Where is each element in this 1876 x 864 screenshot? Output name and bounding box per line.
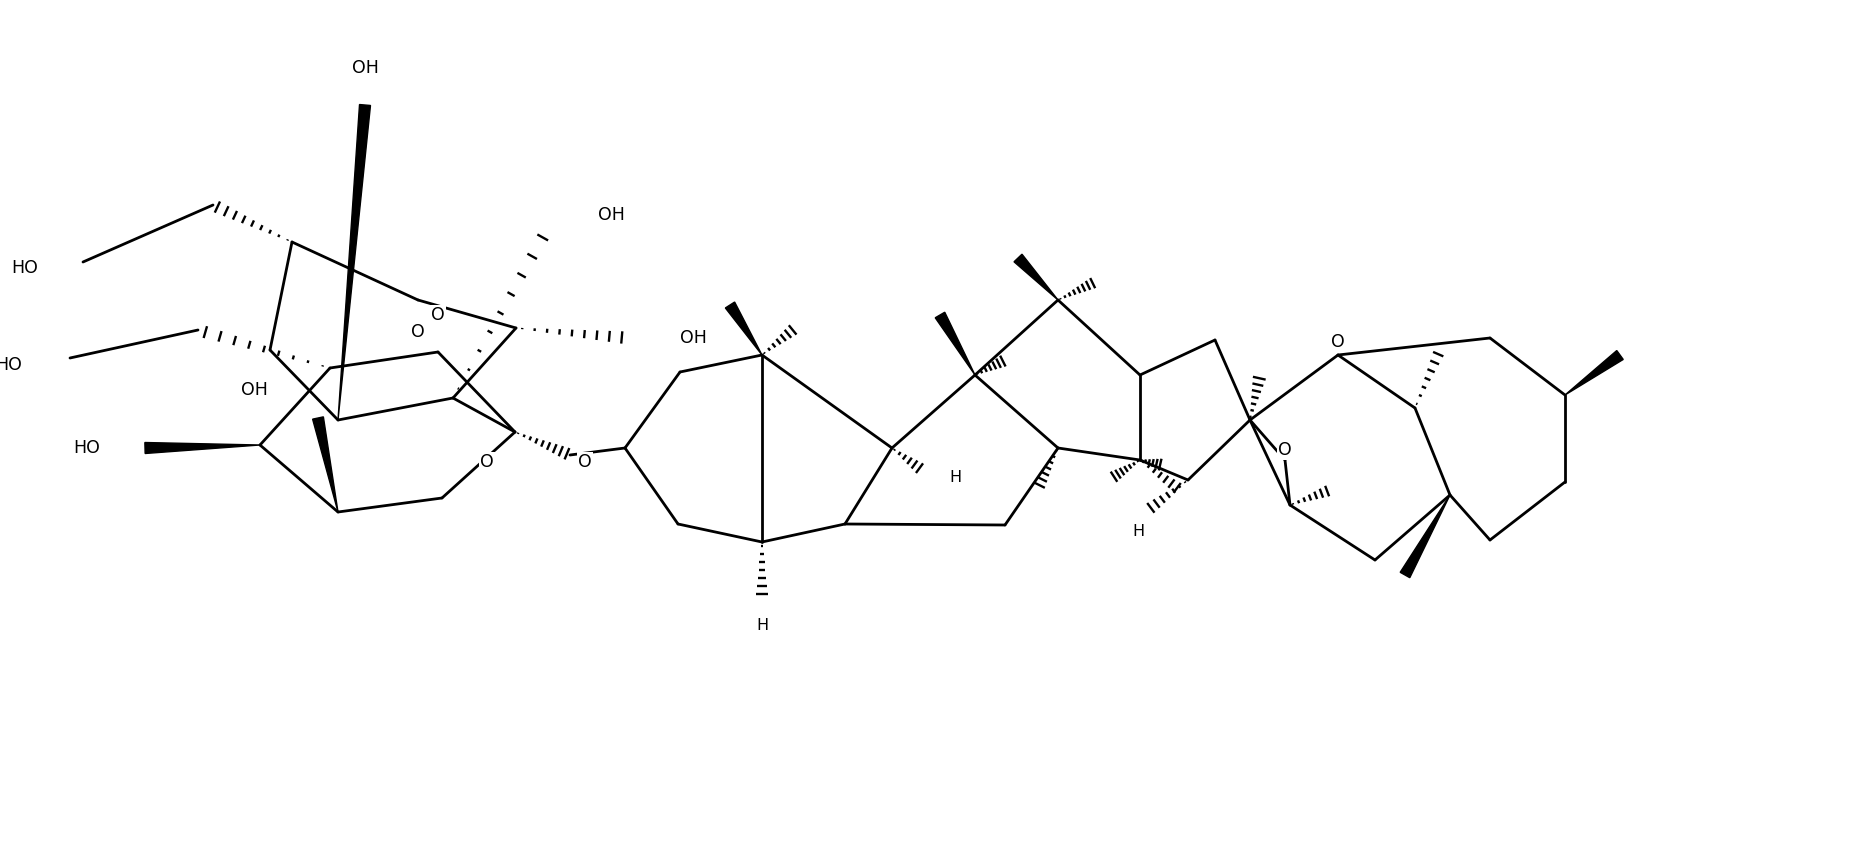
Text: HO: HO — [73, 439, 99, 457]
Text: O: O — [1278, 441, 1293, 459]
Text: OH: OH — [351, 59, 379, 77]
Polygon shape — [338, 105, 370, 420]
Text: H: H — [949, 471, 961, 486]
Text: H: H — [756, 618, 767, 632]
Polygon shape — [1015, 254, 1058, 300]
Text: O: O — [411, 323, 424, 341]
Text: HO: HO — [11, 259, 38, 277]
Polygon shape — [936, 312, 976, 375]
Polygon shape — [726, 302, 762, 355]
Polygon shape — [144, 442, 261, 454]
Polygon shape — [313, 416, 338, 512]
Text: O: O — [480, 453, 493, 471]
Text: OH: OH — [242, 381, 268, 399]
Text: H: H — [1131, 524, 1144, 539]
Text: HO: HO — [0, 356, 23, 374]
Text: OH: OH — [679, 329, 707, 347]
Text: OH: OH — [598, 206, 625, 224]
Polygon shape — [1399, 495, 1450, 578]
Polygon shape — [1565, 351, 1623, 395]
Text: O: O — [578, 453, 591, 471]
Text: O: O — [1332, 333, 1345, 351]
Text: O: O — [431, 306, 445, 324]
